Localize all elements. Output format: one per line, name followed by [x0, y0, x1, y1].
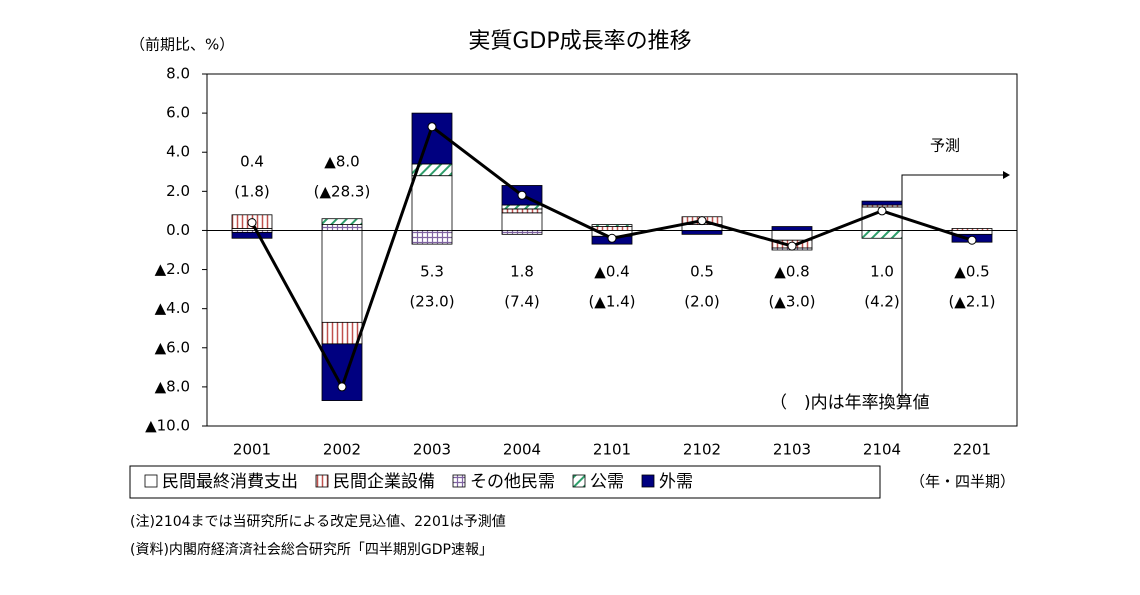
bar-segment	[591, 224, 633, 227]
data-label: ▲8.0	[324, 153, 359, 171]
bar-segment	[951, 230, 993, 235]
annualized-label: (1.8)	[234, 183, 270, 201]
y-tick-label: ▲2.0	[155, 260, 190, 278]
chart-title: 実質GDP成長率の推移	[468, 29, 691, 54]
bar-segment	[501, 230, 543, 235]
x-tick-label: 2103	[773, 441, 811, 459]
line-marker	[337, 382, 347, 392]
legend-swatch	[452, 474, 466, 488]
bar-segment	[411, 230, 453, 245]
x-axis-label: （年・四半期）	[910, 473, 1015, 491]
annualized-label: (23.0)	[409, 293, 454, 311]
x-tick-label: 2003	[413, 441, 451, 459]
legend-label: その他民需	[470, 472, 555, 492]
line-marker	[517, 190, 527, 200]
bar-segment	[771, 230, 813, 241]
data-label: 5.3	[420, 263, 444, 281]
x-tick-label: 2201	[953, 441, 991, 459]
bar-segment	[231, 231, 273, 239]
data-label: 0.4	[240, 153, 264, 171]
annualized-label: (4.2)	[864, 293, 900, 311]
y-tick-label: 8.0	[166, 65, 190, 83]
data-label: ▲0.4	[594, 263, 629, 281]
plot-frame	[206, 73, 1018, 427]
legend-swatch	[315, 474, 329, 488]
line-marker	[697, 216, 707, 226]
annualized-label: (▲28.3)	[314, 183, 371, 201]
bar-segment	[771, 226, 813, 231]
line-marker	[967, 235, 977, 245]
bar-segment	[591, 226, 633, 231]
annualized-note: （ )内は年率換算値	[770, 393, 930, 413]
legend-swatch	[144, 474, 158, 488]
line-marker	[607, 233, 617, 243]
bar-segment	[861, 230, 903, 239]
annualized-label: (7.4)	[504, 293, 540, 311]
legend-swatch	[572, 474, 586, 488]
bar-segment	[951, 228, 993, 231]
x-tick-label: 2002	[323, 441, 361, 459]
y-tick-label: 6.0	[166, 104, 190, 122]
y-tick-label: ▲10.0	[145, 417, 190, 435]
y-tick-label: 0.0	[166, 221, 190, 239]
line-marker	[877, 206, 887, 216]
bar-segment	[411, 175, 453, 231]
annualized-label: (▲1.4)	[588, 293, 635, 311]
x-tick-label: 2104	[863, 441, 901, 459]
data-label: 0.5	[690, 263, 714, 281]
x-tick-label: 2004	[503, 441, 541, 459]
legend-label: 民間企業設備	[333, 472, 435, 492]
annualized-label: (2.0)	[684, 293, 720, 311]
x-tick-label: 2001	[233, 441, 271, 459]
annualized-label: (▲3.0)	[768, 293, 815, 311]
line-marker	[247, 218, 257, 228]
legend-box	[129, 465, 881, 499]
line-marker	[787, 241, 797, 251]
x-tick-label: 2101	[593, 441, 631, 459]
bar-segment	[321, 218, 363, 225]
annotation: 予測	[930, 137, 960, 155]
y-tick-label: 4.0	[166, 143, 190, 161]
y-tick-label: ▲6.0	[155, 338, 190, 356]
arrow-head	[1003, 171, 1010, 179]
y-axis-label: （前期比、%）	[130, 36, 234, 54]
bar-segment	[321, 230, 363, 323]
y-tick-label: ▲8.0	[155, 377, 190, 395]
annualized-label: (▲2.1)	[948, 293, 995, 311]
footnote: (資料)内閣府経済済社会総合研究所「四半期別GDP速報」	[130, 542, 493, 558]
x-tick-label: 2102	[683, 441, 721, 459]
bar-segment	[321, 321, 363, 345]
forecast-arrow	[901, 174, 1003, 400]
data-label: ▲0.5	[954, 263, 989, 281]
legend-label: 外需	[659, 472, 693, 492]
bar-segment	[501, 204, 543, 210]
line-marker	[427, 122, 437, 132]
legend-label: 民間最終消費支出	[162, 472, 298, 492]
bar-segment	[501, 212, 543, 231]
data-label: 1.0	[870, 263, 894, 281]
bar-segment	[321, 224, 363, 231]
bar-segment	[321, 343, 363, 401]
bar-segment	[681, 230, 723, 235]
legend-swatch	[641, 474, 655, 488]
bar-segment	[501, 208, 543, 214]
bar-segment	[861, 200, 903, 206]
footnote: (注)2104までは当研究所による改定見込値、2201は予測値	[130, 514, 506, 530]
y-tick-label: 2.0	[166, 182, 190, 200]
legend-label: 公需	[590, 472, 624, 492]
y-tick-label: ▲4.0	[155, 299, 190, 317]
data-label: 1.8	[510, 263, 534, 281]
data-label: ▲0.8	[774, 263, 809, 281]
